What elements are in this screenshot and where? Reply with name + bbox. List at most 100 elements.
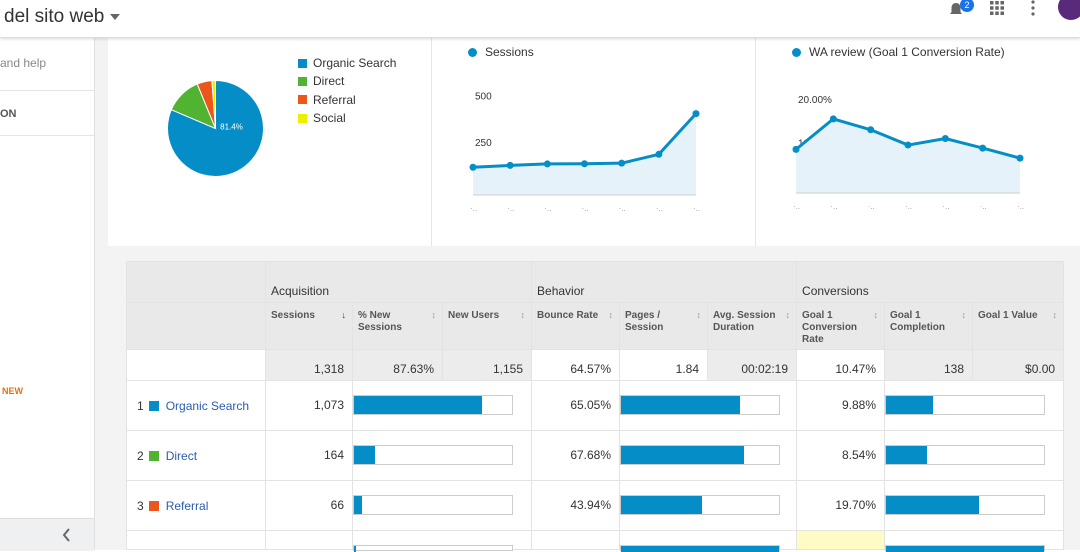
- table-row: 2 Direct 164 67.68% 8.54%: [126, 430, 1065, 481]
- more-vert-icon[interactable]: [1031, 0, 1035, 16]
- row-link[interactable]: Organic Search: [165, 399, 250, 413]
- col-completion[interactable]: Goal 1 Completion ↕: [884, 302, 974, 350]
- group-behavior: Behavior: [531, 261, 798, 303]
- col-sessions[interactable]: Sessions ↓: [265, 302, 353, 350]
- x-tick-mark: ·..: [656, 204, 663, 213]
- legend-item[interactable]: Direct: [298, 72, 396, 90]
- pie-slice-social[interactable]: [211, 79, 216, 129]
- total-cell: 1.84: [619, 349, 709, 381]
- row-bounce-rate: 67.68%: [570, 448, 612, 462]
- conv-bar: [886, 396, 934, 414]
- bar-cell: [619, 430, 798, 481]
- y-tick-label: 500: [475, 92, 492, 103]
- conv-bar-track: [885, 495, 1046, 515]
- card-divider: [431, 38, 432, 246]
- pie-chart: 81.4%: [167, 79, 264, 177]
- group-conversions-label: Conversions: [802, 284, 869, 298]
- data-point[interactable]: [469, 163, 477, 171]
- data-point[interactable]: [941, 135, 949, 142]
- bar-cell: [351, 430, 533, 481]
- area-fill: [796, 118, 1020, 193]
- row-swatch: [148, 451, 159, 461]
- data-point[interactable]: [618, 159, 626, 167]
- value-cell: 66: [265, 480, 353, 531]
- data-point[interactable]: [792, 145, 800, 153]
- divider: [0, 90, 94, 91]
- row-number: 1: [137, 399, 144, 413]
- x-tick-mark: ·..: [507, 204, 514, 213]
- sort-icon: ↕: [608, 310, 614, 320]
- legend-item[interactable]: Referral: [298, 91, 396, 109]
- data-point[interactable]: [543, 160, 551, 168]
- legend-swatch: [298, 95, 307, 105]
- data-point[interactable]: [867, 126, 875, 134]
- sessions-legend[interactable]: Sessions: [468, 45, 534, 59]
- col-label: Goal 1 Conversion Rate: [802, 310, 858, 345]
- sessions-bar-track: [353, 545, 513, 552]
- legend-item[interactable]: Social: [298, 109, 396, 127]
- row-label-cell: 2 Direct: [126, 430, 266, 481]
- pie-legend: Organic Search Direct Referral Social: [298, 54, 396, 127]
- total-cell: 1,318: [265, 349, 353, 381]
- data-point[interactable]: [692, 110, 700, 118]
- col-pages-session[interactable]: Pages / Session ↕: [619, 302, 709, 350]
- row-sessions: 66: [330, 498, 344, 512]
- col-label: Sessions: [271, 310, 315, 321]
- bar-cell: [619, 530, 798, 552]
- data-point[interactable]: [1016, 154, 1024, 162]
- x-tick-mark: ·..: [980, 202, 987, 211]
- data-point[interactable]: [506, 161, 514, 169]
- bounce-bar-track: [620, 445, 781, 465]
- conv-bar: [886, 496, 980, 514]
- sessions-bar-track: [353, 495, 513, 515]
- value-cell: [531, 530, 621, 550]
- apps-grid-icon[interactable]: [989, 0, 1005, 16]
- col-new-sessions[interactable]: % New Sessions ↕: [352, 302, 443, 350]
- value-cell: 164: [265, 430, 353, 481]
- data-point[interactable]: [829, 115, 837, 123]
- row-bounce-rate: 43.94%: [570, 498, 612, 512]
- col-label: Pages / Session: [625, 310, 664, 333]
- sort-icon: ↕: [785, 310, 791, 320]
- bar-cell: [884, 430, 1065, 481]
- col-conv-rate[interactable]: Goal 1 Conversion Rate ↕: [796, 302, 886, 350]
- legend-dot: [792, 47, 801, 57]
- sidebar-help-item[interactable]: and help: [0, 56, 47, 70]
- row-link[interactable]: Direct: [165, 449, 198, 463]
- new-badge: NEW: [2, 386, 23, 396]
- conversion-title: WA review (Goal 1 Conversion Rate): [809, 45, 1005, 59]
- x-tick-mark: ·..: [905, 202, 912, 211]
- data-point[interactable]: [904, 141, 912, 149]
- col-bounce-rate[interactable]: Bounce Rate ↕: [531, 302, 621, 350]
- sort-icon: ↕: [696, 310, 702, 320]
- blank-cell: [126, 349, 266, 381]
- legend-item[interactable]: Organic Search: [298, 54, 396, 72]
- sidebar-section-item[interactable]: ON: [0, 108, 17, 120]
- row-number: 2: [137, 449, 144, 463]
- total-bounce-rate: 64.57%: [570, 362, 612, 376]
- sort-icon: ↕: [873, 310, 879, 320]
- data-point[interactable]: [979, 144, 987, 152]
- col-goal-value[interactable]: Goal 1 Value ↕: [972, 302, 1065, 350]
- bounce-bar-track: [620, 395, 781, 415]
- group-conversions: Conversions: [796, 261, 1065, 303]
- bell-icon[interactable]: [948, 2, 964, 18]
- avatar[interactable]: [1058, 0, 1080, 20]
- col-new-users[interactable]: New Users ↕: [441, 302, 533, 350]
- data-point[interactable]: [655, 150, 663, 158]
- legend-swatch: [298, 113, 307, 123]
- x-tick-mark: ·..: [470, 204, 477, 213]
- conversion-legend[interactable]: WA review (Goal 1 Conversion Rate): [792, 45, 1005, 59]
- group-behavior-label: Behavior: [537, 284, 585, 298]
- group-acquisition-label: Acquisition: [271, 284, 330, 298]
- data-point[interactable]: [581, 160, 588, 168]
- chevron-left-icon[interactable]: [62, 527, 72, 543]
- bounce-bar: [621, 546, 780, 552]
- property-name: del sito web: [4, 6, 105, 27]
- explorer-table: Acquisition Behavior Conversions Session…: [126, 261, 1065, 552]
- row-link[interactable]: Referral: [165, 499, 209, 513]
- sessions-bar: [354, 546, 356, 552]
- col-avg-duration[interactable]: Avg. Session Duration ↕: [707, 302, 798, 350]
- sort-icon: ↕: [520, 310, 526, 320]
- property-selector[interactable]: del sito web: [4, 6, 121, 28]
